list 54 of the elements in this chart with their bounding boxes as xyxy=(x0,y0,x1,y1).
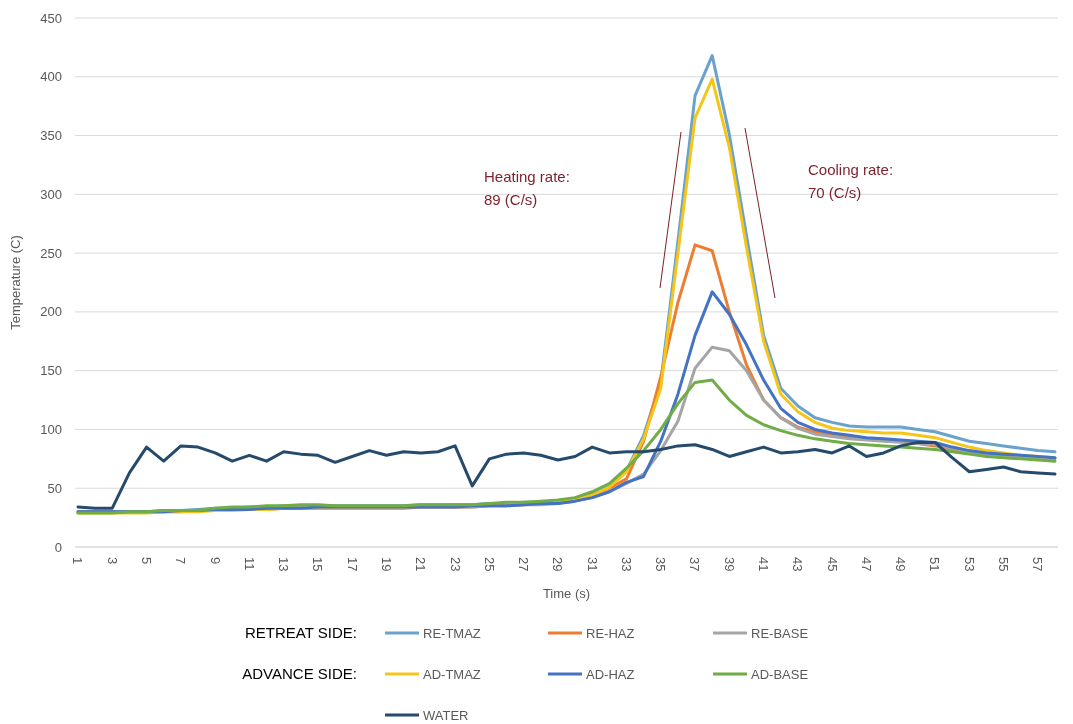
y-tick-label: 200 xyxy=(40,304,62,320)
x-tick-label: 39 xyxy=(721,557,737,572)
x-tick-label: 13 xyxy=(276,557,292,572)
text: RETREAT SIDE: xyxy=(245,624,357,642)
x-tick-label: 15 xyxy=(310,557,326,572)
x-tick-label: 55 xyxy=(996,557,1012,572)
y-tick-label: 0 xyxy=(54,539,62,555)
legend-label: AD-HAZ xyxy=(586,666,635,682)
x-tick-label: 57 xyxy=(1030,557,1046,572)
line-series xyxy=(76,378,1057,515)
x-tick-label: 53 xyxy=(961,557,977,572)
x-tick-label: 5 xyxy=(139,557,155,565)
legend-label: WATER xyxy=(423,707,469,723)
x-tick-label: 31 xyxy=(584,557,600,572)
x-tick-label: 25 xyxy=(481,557,497,572)
y-tick-label: 300 xyxy=(40,186,62,202)
annotation: Heating rate: 89 (C/s) xyxy=(484,168,570,208)
x-tick-label: 21 xyxy=(413,557,429,572)
x-tick-label: 3 xyxy=(104,557,120,565)
x-tick-label: 35 xyxy=(653,557,669,572)
legend-label: AD-BASE xyxy=(751,666,809,682)
y-tick-label: 450 xyxy=(40,10,62,26)
x-tick-label: 47 xyxy=(858,557,874,572)
line-series xyxy=(76,440,1057,510)
x-tick-label: 9 xyxy=(207,557,223,565)
x-axis-title: Time (s) xyxy=(542,586,591,601)
annotation: Cooling rate: 70 (C/s) xyxy=(808,161,894,201)
y-tick-label: 350 xyxy=(40,128,62,144)
y-tick-label: 250 xyxy=(40,245,62,261)
x-tick-label: 1 xyxy=(70,557,86,565)
text: ADVANCE SIDE: xyxy=(242,665,357,683)
x-tick-label: 11 xyxy=(241,557,257,571)
y-tick-label: 400 xyxy=(40,69,62,85)
legend-label: RE-BASE xyxy=(751,625,809,641)
x-tick-label: 49 xyxy=(893,557,909,572)
y-tick-label: 150 xyxy=(40,363,62,379)
x-tick-label: 29 xyxy=(550,557,566,572)
x-tick-label: 41 xyxy=(756,557,772,572)
y-axis-title: Temperature (C) xyxy=(8,235,23,330)
x-tick-label: 19 xyxy=(378,557,394,572)
x-tick-label: 37 xyxy=(687,557,703,572)
x-tick-label: 45 xyxy=(824,557,840,572)
x-tick-label: 33 xyxy=(618,557,634,572)
x-tick-label: 51 xyxy=(927,557,943,572)
x-tick-label: 43 xyxy=(790,557,806,572)
legend-label: AD-TMAZ xyxy=(423,666,481,682)
legend-label: RE-HAZ xyxy=(586,625,635,641)
x-tick-label: 7 xyxy=(173,557,189,565)
x-tick-label: 27 xyxy=(516,557,532,572)
x-tick-label: 17 xyxy=(344,557,360,572)
y-tick-label: 50 xyxy=(47,480,62,496)
legend-label: RE-TMAZ xyxy=(423,625,481,641)
x-tick-label: 23 xyxy=(447,557,463,572)
y-tick-label: 100 xyxy=(40,421,62,437)
